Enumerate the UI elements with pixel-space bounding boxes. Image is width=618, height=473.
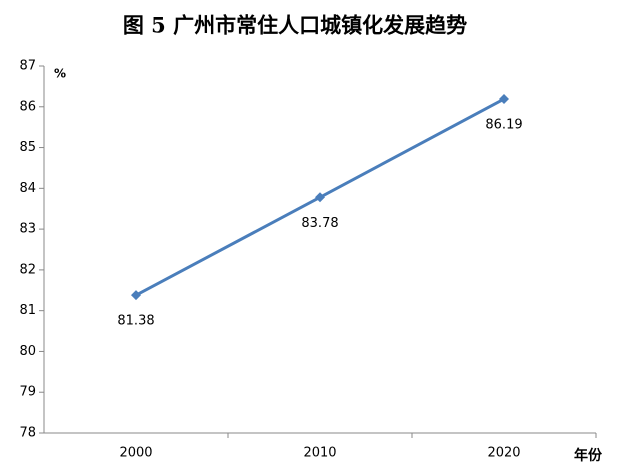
y-tick-label: 78 — [19, 426, 36, 441]
x-tick-label: 2000 — [119, 446, 152, 461]
x-axis-label: 年份 — [574, 447, 603, 464]
data-label: 83.78 — [301, 216, 338, 231]
data-point — [131, 290, 141, 301]
y-tick-label: 79 — [19, 385, 36, 400]
x-tick-label: 2020 — [487, 446, 520, 461]
x-tick-label: 2010 — [303, 446, 336, 461]
data-label: 86.19 — [485, 118, 522, 133]
y-tick-label: 81 — [19, 303, 36, 318]
y-tick-label: 82 — [19, 262, 36, 277]
y-axis-label: % — [54, 67, 66, 81]
y-tick-label: 84 — [19, 181, 36, 196]
y-tick-label: 83 — [19, 222, 36, 237]
data-point — [499, 94, 509, 105]
data-point — [315, 192, 325, 203]
chart-title: 图 5 广州市常住人口城镇化发展趋势 — [123, 13, 467, 38]
y-tick-label: 87 — [19, 59, 36, 74]
y-tick-label: 85 — [19, 140, 36, 155]
data-label: 81.38 — [117, 314, 154, 329]
y-tick-label: 80 — [19, 344, 36, 359]
y-tick-label: 86 — [19, 99, 36, 114]
